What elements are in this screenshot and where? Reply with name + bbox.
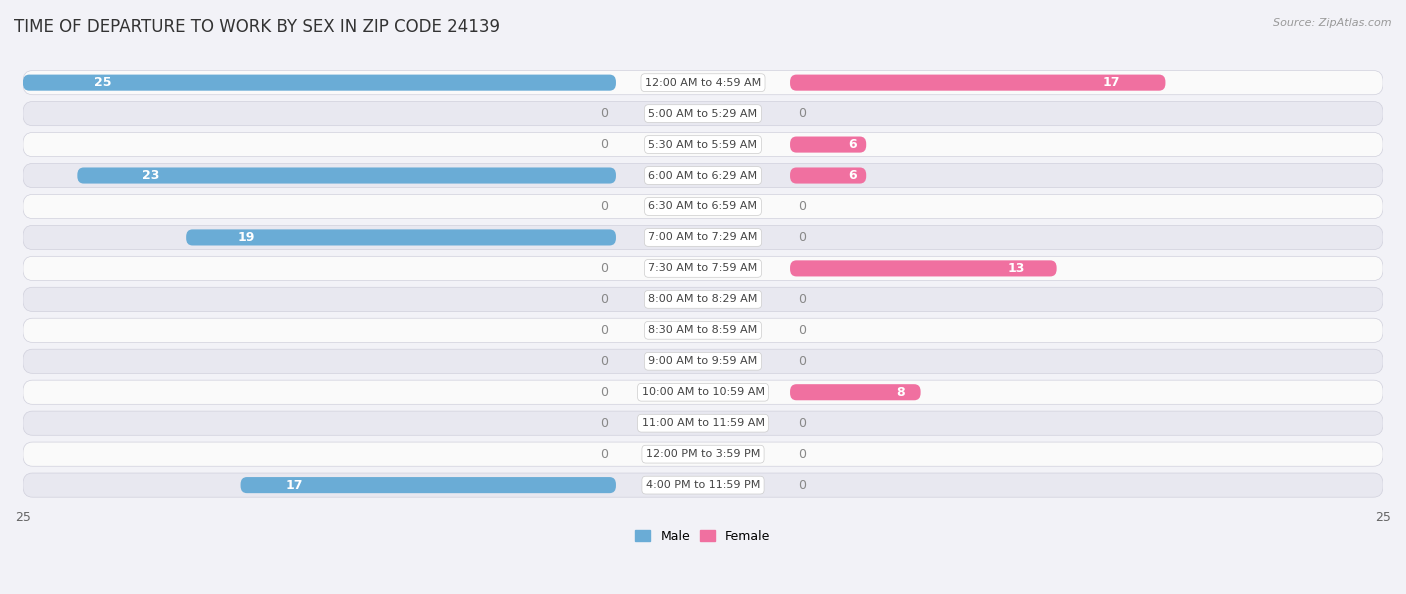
FancyBboxPatch shape: [22, 194, 1384, 219]
Text: 6:30 AM to 6:59 AM: 6:30 AM to 6:59 AM: [648, 201, 758, 211]
Text: 17: 17: [285, 479, 304, 492]
Text: 7:30 AM to 7:59 AM: 7:30 AM to 7:59 AM: [648, 263, 758, 273]
Text: 4:00 PM to 11:59 PM: 4:00 PM to 11:59 PM: [645, 480, 761, 490]
Text: 5:00 AM to 5:29 AM: 5:00 AM to 5:29 AM: [648, 109, 758, 119]
Text: 0: 0: [600, 324, 607, 337]
Text: 0: 0: [799, 107, 806, 120]
Text: 6:00 AM to 6:29 AM: 6:00 AM to 6:29 AM: [648, 170, 758, 181]
Text: 0: 0: [799, 355, 806, 368]
Text: 7:00 AM to 7:29 AM: 7:00 AM to 7:29 AM: [648, 232, 758, 242]
FancyBboxPatch shape: [22, 75, 616, 91]
Text: 13: 13: [1007, 262, 1025, 275]
Text: TIME OF DEPARTURE TO WORK BY SEX IN ZIP CODE 24139: TIME OF DEPARTURE TO WORK BY SEX IN ZIP …: [14, 18, 501, 36]
Text: 0: 0: [799, 479, 806, 492]
FancyBboxPatch shape: [790, 137, 866, 153]
Text: 5:30 AM to 5:59 AM: 5:30 AM to 5:59 AM: [648, 140, 758, 150]
Text: 23: 23: [142, 169, 159, 182]
FancyBboxPatch shape: [240, 477, 616, 493]
FancyBboxPatch shape: [22, 380, 1384, 405]
Text: 0: 0: [600, 448, 607, 461]
FancyBboxPatch shape: [77, 168, 616, 184]
Text: 0: 0: [799, 448, 806, 461]
Legend: Male, Female: Male, Female: [630, 525, 776, 548]
FancyBboxPatch shape: [22, 132, 1384, 157]
FancyBboxPatch shape: [22, 349, 1384, 374]
FancyBboxPatch shape: [22, 257, 1384, 280]
Text: 25: 25: [94, 76, 111, 89]
Text: 0: 0: [600, 293, 607, 306]
FancyBboxPatch shape: [22, 411, 1384, 435]
Text: 0: 0: [600, 107, 607, 120]
Text: 0: 0: [600, 386, 607, 399]
Text: 0: 0: [799, 231, 806, 244]
FancyBboxPatch shape: [22, 442, 1384, 466]
Text: 0: 0: [600, 138, 607, 151]
Text: 10:00 AM to 10:59 AM: 10:00 AM to 10:59 AM: [641, 387, 765, 397]
Text: 0: 0: [799, 417, 806, 429]
Text: 12:00 PM to 3:59 PM: 12:00 PM to 3:59 PM: [645, 449, 761, 459]
Text: 6: 6: [848, 138, 858, 151]
Text: 0: 0: [600, 200, 607, 213]
FancyBboxPatch shape: [790, 168, 866, 184]
Text: 11:00 AM to 11:59 AM: 11:00 AM to 11:59 AM: [641, 418, 765, 428]
FancyBboxPatch shape: [22, 163, 1384, 188]
Text: 0: 0: [600, 262, 607, 275]
FancyBboxPatch shape: [22, 287, 1384, 311]
FancyBboxPatch shape: [22, 102, 1384, 126]
Text: 6: 6: [848, 169, 858, 182]
Text: 9:00 AM to 9:59 AM: 9:00 AM to 9:59 AM: [648, 356, 758, 366]
FancyBboxPatch shape: [790, 75, 1166, 91]
FancyBboxPatch shape: [22, 225, 1384, 249]
Text: 19: 19: [238, 231, 254, 244]
FancyBboxPatch shape: [22, 318, 1384, 342]
Text: 8:30 AM to 8:59 AM: 8:30 AM to 8:59 AM: [648, 326, 758, 336]
Text: 0: 0: [600, 355, 607, 368]
FancyBboxPatch shape: [22, 473, 1384, 497]
Text: 0: 0: [600, 417, 607, 429]
FancyBboxPatch shape: [22, 71, 1384, 94]
Text: 0: 0: [799, 324, 806, 337]
Text: 8: 8: [897, 386, 905, 399]
Text: 17: 17: [1102, 76, 1121, 89]
Text: Source: ZipAtlas.com: Source: ZipAtlas.com: [1274, 18, 1392, 28]
Text: 8:00 AM to 8:29 AM: 8:00 AM to 8:29 AM: [648, 295, 758, 304]
Text: 0: 0: [799, 293, 806, 306]
FancyBboxPatch shape: [186, 229, 616, 245]
FancyBboxPatch shape: [790, 384, 921, 400]
Text: 0: 0: [799, 200, 806, 213]
Text: 12:00 AM to 4:59 AM: 12:00 AM to 4:59 AM: [645, 78, 761, 88]
FancyBboxPatch shape: [790, 260, 1057, 276]
